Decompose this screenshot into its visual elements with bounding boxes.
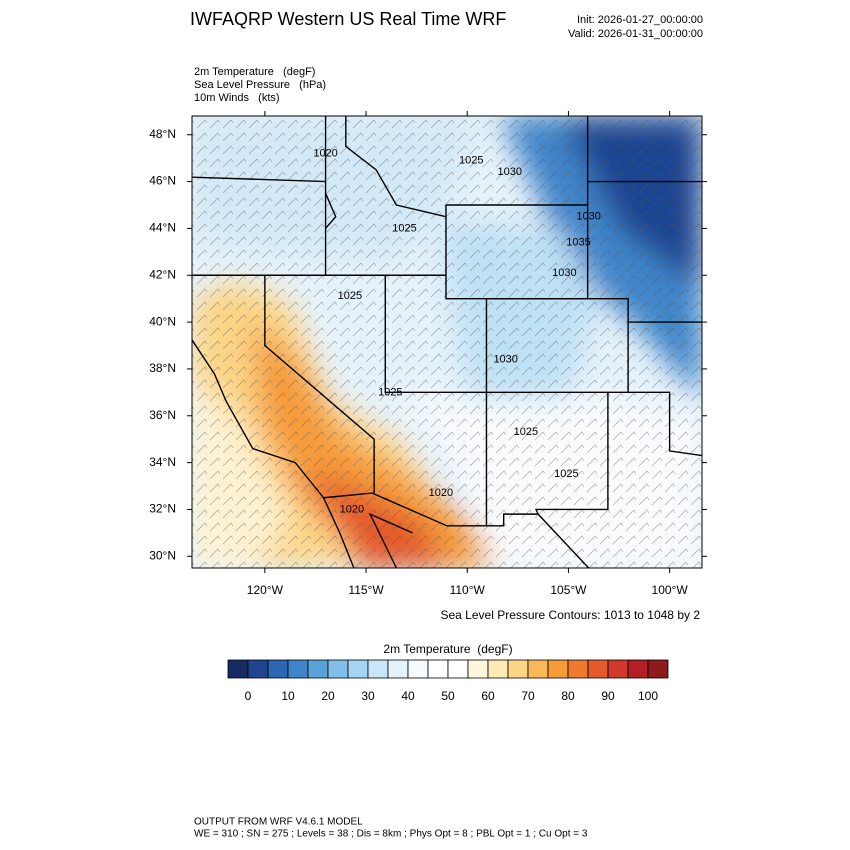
contour-label: 1025: [514, 426, 538, 438]
colorbar-box: [407, 659, 429, 679]
colorbar-tick-label: 20: [321, 689, 335, 703]
lat-tick-label: 46°N: [149, 174, 176, 188]
contour-label: 1020: [313, 147, 337, 159]
lat-tick-label: 36°N: [149, 408, 176, 422]
lon-tick-label: 120°W: [247, 583, 284, 597]
colorbar-box: [247, 659, 269, 679]
contour-label: 1030: [576, 211, 600, 223]
contour-label: 1025: [392, 222, 416, 234]
contour-label: 1025: [554, 468, 578, 480]
contour-label: 1025: [338, 290, 362, 302]
colorbar-box: [627, 659, 649, 679]
lon-tick-label: 110°W: [450, 583, 486, 597]
colorbar-box: [607, 659, 629, 679]
colorbar-box: [307, 659, 329, 679]
lon-tick-label: 115°W: [348, 583, 384, 597]
contour-label: 1030: [552, 267, 576, 279]
colorbar-tick-label: 90: [601, 689, 615, 703]
lat-tick-label: 44°N: [149, 221, 176, 235]
map-field: [192, 116, 702, 568]
init-time: Init: 2026-01-27_00:00:00: [577, 14, 703, 26]
colorbar-box: [347, 659, 369, 679]
contour-label: 1030: [497, 166, 521, 178]
state-border: [486, 297, 629, 393]
colorbar-box: [467, 659, 489, 679]
colorbar-box: [447, 659, 469, 679]
contour-note: Sea Level Pressure Contours: 1013 to 104…: [441, 608, 701, 622]
contour-label: 1025: [378, 386, 402, 398]
colorbar-box: [647, 659, 669, 679]
contour-label: 1020: [429, 487, 453, 499]
colorbar-box: [227, 659, 249, 679]
field-label: 10m Winds (kts): [194, 92, 280, 104]
colorbar-tick-label: 80: [561, 689, 575, 703]
lat-tick-label: 48°N: [149, 127, 176, 141]
colorbar-box: [387, 659, 409, 679]
colorbar-tick-label: 0: [245, 689, 252, 703]
contour-label: 1030: [493, 353, 517, 365]
colorbar-box: [367, 659, 389, 679]
state-border: [324, 193, 337, 229]
colorbar-title: 2m Temperature (degF): [383, 642, 512, 656]
state-border: [628, 391, 702, 457]
colorbar-tick-label: 40: [401, 689, 415, 703]
colorbar-box: [547, 659, 569, 679]
lat-tick-label: 38°N: [149, 361, 176, 375]
state-border: [368, 512, 413, 568]
borders: [192, 116, 702, 568]
lat-tick-label: 42°N: [149, 267, 176, 281]
lat-tick-label: 30°N: [149, 548, 176, 562]
colorbar-box: [287, 659, 309, 679]
colorbar-box: [327, 659, 349, 679]
colorbar-box: [527, 659, 549, 679]
state-border: [323, 492, 590, 568]
colorbar-tick-label: 10: [281, 689, 295, 703]
title: IWFAQRP Western US Real Time WRF: [190, 9, 506, 29]
colorbar-box: [267, 659, 289, 679]
field-label: Sea Level Pressure (hPa): [194, 79, 326, 91]
contour-label: 1035: [566, 236, 590, 248]
field-label: 2m Temperature (degF): [194, 66, 315, 78]
state-border: [264, 275, 375, 494]
colorbar-tick-label: 100: [638, 689, 658, 703]
valid-time: Valid: 2026-01-31_00:00:00: [568, 28, 703, 40]
lat-tick-label: 40°N: [149, 314, 176, 328]
colorbar-box: [487, 659, 509, 679]
colorbar-tick-label: 30: [361, 689, 375, 703]
map-frame: [191, 115, 703, 569]
contour-label: 1025: [459, 154, 483, 166]
colorbar-tick-label: 70: [521, 689, 535, 703]
lat-tick-label: 32°N: [149, 502, 176, 516]
colorbar-box: [587, 659, 609, 679]
contour-label: 1020: [340, 503, 364, 515]
lat-tick-label: 34°N: [149, 455, 176, 469]
lon-tick-label: 105°W: [550, 583, 587, 597]
colorbar-box: [427, 659, 449, 679]
state-border: [192, 338, 355, 568]
state-border: [534, 392, 609, 515]
footer: OUTPUT FROM WRF V4.6.1 MODEL: [194, 817, 363, 828]
state-border: [345, 116, 447, 218]
lon-tick-label: 100°W: [652, 583, 689, 597]
colorbar-box: [567, 659, 589, 679]
colorbar-tick-label: 50: [441, 689, 455, 703]
colorbar-tick-label: 60: [481, 689, 495, 703]
footer: WE = 310 ; SN = 275 ; Levels = 38 ; Dis …: [194, 829, 588, 840]
colorbar-box: [507, 659, 529, 679]
